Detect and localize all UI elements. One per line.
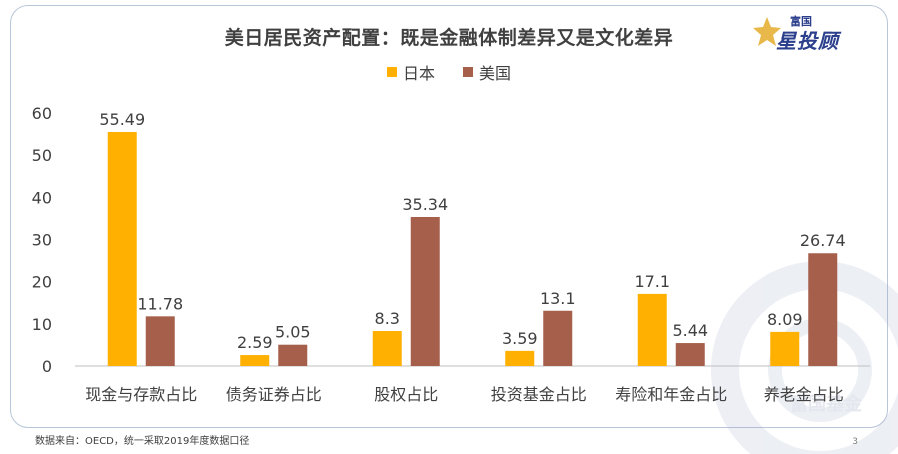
legend-label-usa: 美国 <box>479 64 512 83</box>
data-label-japan: 17.1 <box>634 272 670 291</box>
bar-usa <box>278 344 308 366</box>
x-tick-label: 债务证券占比 <box>226 385 322 404</box>
legend-swatch-japan <box>386 67 397 77</box>
bar-japan <box>770 331 800 366</box>
bar-usa <box>410 216 440 366</box>
x-tick-label: 养老金占比 <box>764 385 844 404</box>
y-tick-label: 0 <box>42 357 52 376</box>
y-tick-label: 20 <box>32 273 52 292</box>
legend-label-japan: 日本 <box>402 64 435 83</box>
bar-japan <box>107 132 137 366</box>
bar-usa <box>675 343 705 366</box>
chart-legend: 日本 美国 <box>0 60 898 84</box>
x-tick-label: 股权占比 <box>374 385 438 404</box>
data-label-japan: 8.3 <box>375 309 400 328</box>
data-label-japan: 55.49 <box>99 110 145 129</box>
y-tick-label: 40 <box>32 188 52 207</box>
star-icon <box>753 17 781 46</box>
footnote: 数据来自：OECD，统一采取2019年度数据口径 <box>35 436 250 447</box>
brand-logo: 富国 星投顾 <box>752 13 872 55</box>
data-label-japan: 8.09 <box>767 310 803 329</box>
y-axis: 0 10 20 30 40 50 60 <box>32 104 52 376</box>
x-tick-label: 投资基金占比 <box>491 385 587 404</box>
data-label-usa: 11.78 <box>137 294 183 313</box>
legend-item-usa: 美国 <box>463 60 511 84</box>
x-axis-labels: 现金与存款占比 债务证券占比 股权占比 投资基金占比 寿险和年金占比 养老金占比 <box>85 385 844 404</box>
bar-japan <box>240 355 270 366</box>
bars-group: 55.49 11.78 2.595.05 8.3 35.34 3.59 13.1 17.1 5.… <box>99 110 846 366</box>
data-label-usa: 5.44 <box>672 321 708 340</box>
y-tick-label: 50 <box>32 146 52 165</box>
bar-usa <box>808 253 838 366</box>
bar-japan <box>637 293 667 366</box>
y-tick-label: 60 <box>32 104 52 123</box>
data-label-japan: 2.59 <box>237 333 273 352</box>
legend-item-japan: 日本 <box>386 60 435 84</box>
bar-japan <box>505 350 535 366</box>
data-label-usa: 13.1 <box>540 289 576 308</box>
chart-frame <box>10 5 888 428</box>
page-number: 3 <box>852 437 858 447</box>
legend-swatch-usa <box>463 67 473 77</box>
logo-small-text: 富国 <box>790 15 812 28</box>
y-tick-label: 10 <box>32 315 52 334</box>
chart-title: 美日居民资产配置：既是金融体制差异又是文化差异 <box>224 27 674 49</box>
data-label-usa: 35.34 <box>402 195 448 214</box>
bar-usa <box>543 310 573 366</box>
watermark-text: 富国基金 <box>790 393 863 415</box>
x-tick-label: 寿险和年金占比 <box>615 385 727 404</box>
bar-japan <box>372 331 402 366</box>
logo-big-text: 星投顾 <box>776 29 839 53</box>
x-tick-label: 现金与存款占比 <box>85 385 197 404</box>
data-label-japan: 3.59 <box>502 329 538 348</box>
y-tick-label: 30 <box>32 231 52 250</box>
bar-usa <box>145 316 175 366</box>
data-label-usa: 26.74 <box>800 231 846 250</box>
data-label-usa: 5.05 <box>275 323 311 342</box>
